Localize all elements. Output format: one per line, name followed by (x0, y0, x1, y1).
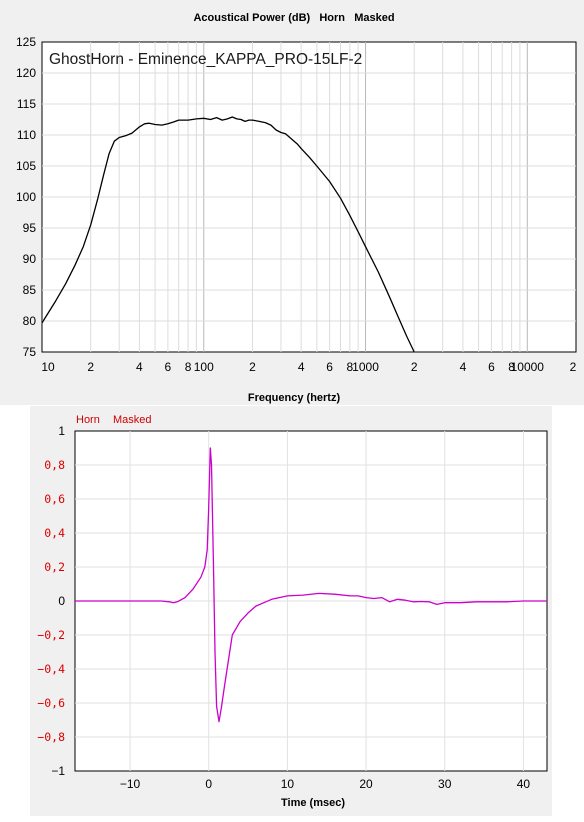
y-tick-label: 0,2 (44, 560, 65, 574)
x-tick-label: 6 (165, 360, 172, 374)
x-tick-label: 4 (460, 360, 467, 374)
x-tick-label: 0 (205, 777, 212, 791)
x-tick-label: 8 (185, 360, 192, 374)
plot-inner-title: GhostHorn - Eminence_KAPPA_PRO-15LF-2 (49, 51, 362, 68)
y-tick-label: 0 (58, 594, 65, 608)
x-tick-label: 6 (488, 360, 495, 374)
x-tick-label: 8 (347, 360, 354, 374)
x-tick-label: 100 (194, 360, 214, 374)
x-tick-label: 40 (517, 777, 531, 791)
x-tick-label: 2 (570, 360, 577, 374)
y-tick-label: 80 (23, 314, 37, 328)
grid-lines (75, 431, 547, 771)
x-tick-label: 30 (438, 777, 452, 791)
x-tick-label: 1000 (352, 360, 379, 374)
x-tick-label: 10000 (511, 360, 545, 374)
impulse-response-panel: Horn Masked −10 0 10 20 30 40 1 0,8 0,6 0,4 0,2 0 −0… (30, 406, 552, 816)
x-tick-label: 4 (298, 360, 305, 374)
x-axis-label: Time (msec) (281, 797, 345, 809)
chart-title: Acoustical Power (dB) Horn Masked (193, 12, 394, 24)
x-axis-label: Frequency (hertz) (248, 392, 341, 404)
y-tick-label: 0,6 (44, 492, 65, 506)
frequency-response-chart: Acoustical Power (dB) Horn Masked 125 120… (16, 12, 577, 404)
y-tick-label: 105 (16, 159, 36, 173)
y-tick-label: 125 (16, 35, 36, 49)
x-tick-label: 8 (508, 360, 515, 374)
y-tick-label: 120 (16, 66, 36, 80)
series-layer (75, 447, 547, 723)
axis-ticks: −10 0 10 20 30 40 1 0,8 0,6 0,4 0,2 0 −0,2 −0,4 −0,6 −0… (37, 424, 530, 791)
frequency-response-panel: Acoustical Power (dB) Horn Masked 125 120… (0, 0, 584, 405)
legend-masked: Masked (113, 414, 152, 426)
series-line-power (41, 116, 415, 353)
x-tick-label: 10 (41, 360, 55, 374)
x-tick-label: 10 (281, 777, 295, 791)
impulse-response-chart: Horn Masked −10 0 10 20 30 40 1 0,8 0,6 0,4 0,2 0 −0… (37, 414, 548, 809)
y-tick-label: −0,4 (37, 662, 65, 676)
x-tick-label: 2 (249, 360, 256, 374)
y-tick-label: −1 (51, 764, 65, 778)
y-tick-label: 100 (16, 190, 36, 204)
x-tick-label: 2 (87, 360, 94, 374)
y-tick-label: 115 (17, 97, 36, 111)
series-layer (41, 116, 415, 353)
grid-lines (42, 42, 576, 352)
y-tick-label: −0,6 (37, 696, 65, 710)
y-tick-label: 1 (58, 424, 65, 438)
x-tick-label: 2 (411, 360, 418, 374)
y-tick-label: 0,8 (44, 458, 65, 472)
y-tick-label: −0,8 (37, 730, 65, 744)
y-tick-label: 95 (23, 221, 37, 235)
legend-horn: Horn (76, 414, 100, 426)
y-tick-label: 75 (23, 345, 37, 359)
y-tick-label: −0,2 (37, 628, 65, 642)
series-line-impulse (75, 447, 547, 723)
y-tick-label: 110 (17, 128, 36, 142)
x-tick-label: 4 (136, 360, 143, 374)
x-tick-label: −10 (120, 777, 141, 791)
x-tick-label: 6 (326, 360, 333, 374)
y-tick-label: 0,4 (44, 526, 65, 540)
y-tick-label: 90 (23, 252, 37, 266)
y-tick-label: 85 (23, 283, 37, 297)
x-tick-label: 20 (359, 777, 373, 791)
